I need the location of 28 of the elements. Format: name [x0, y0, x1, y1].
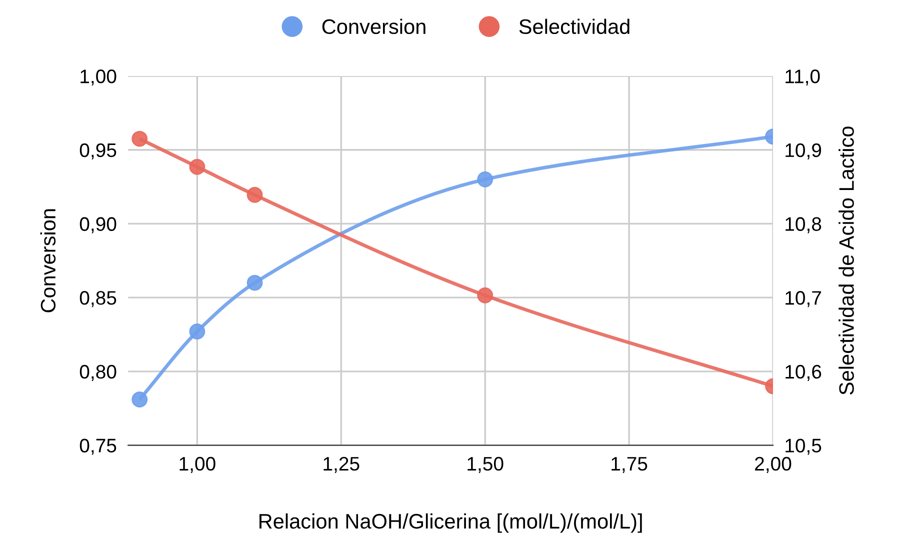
y2-tick-label: 10,7 — [786, 291, 821, 308]
x-tick-label: 1,75 — [612, 457, 648, 473]
point — [132, 391, 148, 408]
point — [189, 324, 206, 340]
point — [132, 130, 148, 147]
point — [189, 158, 206, 175]
point — [246, 186, 263, 203]
y2-tick-label: 10,6 — [786, 364, 822, 381]
x-tick-label: 2,00 — [755, 456, 792, 473]
y2-tick-label: 10,9 — [786, 143, 822, 160]
y-tick-label: 1,00 — [80, 69, 116, 86]
y-tick-label: 0,85 — [80, 291, 116, 308]
y-tick-label: 0,90 — [80, 217, 116, 234]
y2-tick-label: 11,0 — [786, 69, 820, 86]
x-tick-label: 1,50 — [468, 456, 504, 473]
y-tick-label: 0,80 — [80, 364, 116, 381]
y-tick-label: 0,95 — [80, 143, 116, 160]
y2-tick-label: 10,5 — [786, 438, 822, 455]
point — [246, 274, 263, 291]
y-tick-label: 0,75 — [80, 438, 116, 455]
x-tick-label: 1,00 — [180, 456, 216, 473]
legend-label: Conversion — [322, 18, 426, 34]
y-axis-title: Conversion — [40, 209, 56, 312]
y2-axis-title: Selectividad de Acido Lactico — [838, 126, 854, 395]
y2-tick-label: 10,8 — [786, 217, 822, 234]
x-axis-title: Relacion NaOH/Glicerina [(mol/L)/(mol/L)] — [260, 513, 642, 533]
legend-label: Selectividad — [519, 18, 630, 34]
x-tick-label: 1,25 — [324, 456, 360, 473]
